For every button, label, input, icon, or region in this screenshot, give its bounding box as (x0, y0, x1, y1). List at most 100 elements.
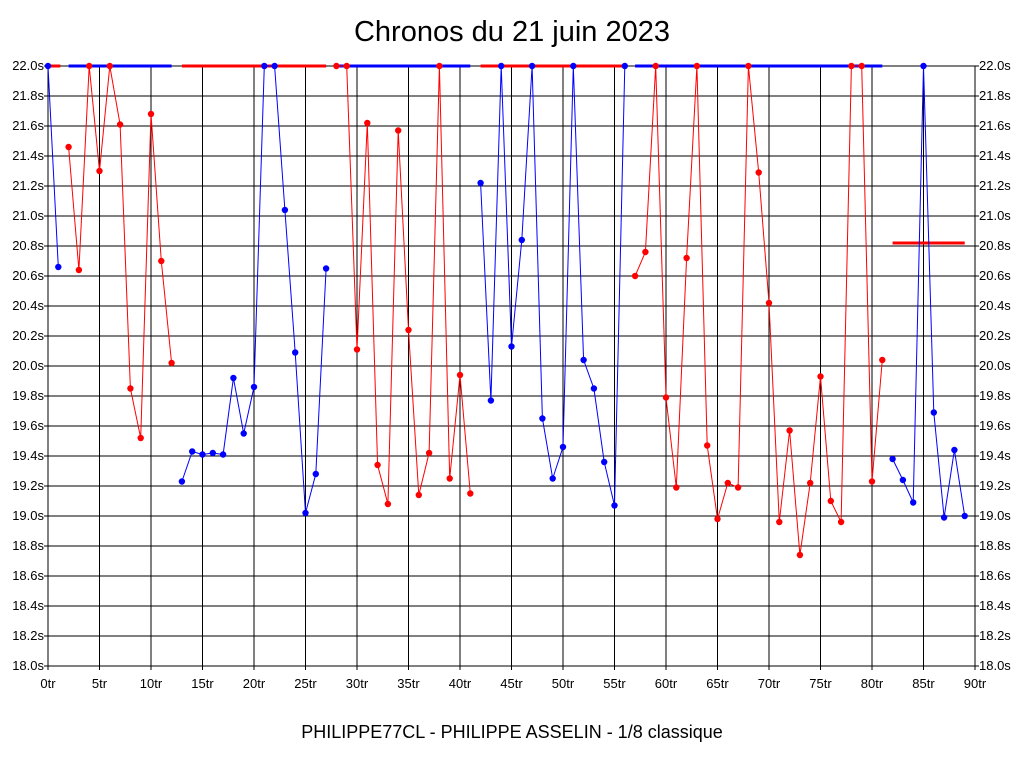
data-point (868, 478, 876, 485)
data-point (250, 383, 258, 391)
y-tick-label-left: 20.8s (12, 238, 44, 253)
data-point (158, 257, 165, 265)
y-tick-label-right: 18.0s (979, 658, 1011, 673)
data-point (611, 502, 618, 509)
data-point (796, 551, 804, 559)
data-point (415, 491, 422, 499)
data-point (724, 479, 731, 487)
data-point (827, 497, 834, 505)
data-point (487, 397, 495, 404)
data-point (240, 430, 247, 437)
chart-title: Chronos du 21 juin 2023 (353, 16, 670, 48)
grid-layer (44, 65, 979, 670)
y-tick-label-left: 20.4s (12, 298, 44, 313)
series-line (892, 65, 966, 518)
data-point (961, 512, 968, 520)
x-tick-label: 30tr (346, 676, 369, 691)
x-tick-label: 20tr (243, 676, 266, 691)
x-tick-label: 15tr (191, 676, 214, 691)
data-point (456, 371, 464, 379)
y-tick-label-left: 19.8s (12, 388, 44, 403)
y-tick-label-left: 21.0s (12, 208, 44, 223)
y-tick-label-left: 21.4s (12, 148, 44, 163)
series-line (480, 65, 626, 506)
data-point (621, 62, 628, 70)
data-point (559, 443, 567, 451)
y-tick-label-left: 19.6s (12, 418, 44, 433)
y-tick-label-right: 19.0s (979, 508, 1011, 523)
data-point (219, 451, 227, 458)
data-point (178, 478, 186, 485)
data-point (693, 62, 701, 70)
series-line (47, 65, 59, 268)
x-tick-label: 65tr (706, 676, 729, 691)
y-tick-label-left: 19.0s (12, 508, 44, 523)
y-tick-label-left: 21.2s (12, 178, 44, 193)
chart-subtitle: PHILIPPE77CL - PHILIPPE ASSELIN - 1/8 cl… (301, 722, 723, 742)
data-point (528, 62, 536, 70)
y-tick-label-left: 21.6s (12, 118, 44, 133)
data-point (590, 385, 598, 392)
data-point (631, 272, 639, 280)
data-point (879, 356, 886, 364)
data-point (467, 490, 474, 497)
data-point (86, 62, 93, 70)
data-point (446, 475, 453, 482)
y-tick-label-left: 19.2s (12, 478, 44, 493)
series-line (634, 65, 883, 556)
data-point (765, 299, 773, 307)
data-point (322, 265, 330, 272)
y-tick-label-left: 20.6s (12, 268, 44, 283)
data-point (848, 62, 855, 70)
data-point (899, 476, 907, 484)
y-tick-label-left: 19.4s (12, 448, 44, 463)
x-tick-label: 45tr (500, 676, 523, 691)
data-point (116, 121, 124, 128)
data-point (395, 127, 402, 134)
data-point (477, 179, 484, 187)
y-tick-label-left: 18.2s (12, 628, 44, 643)
x-tick-label: 80tr (861, 676, 884, 691)
x-tick-label: 85tr (912, 676, 935, 691)
x-tick-label: 55tr (603, 676, 626, 691)
data-point (734, 484, 742, 491)
data-point (858, 62, 865, 70)
x-tick-label: 5tr (92, 676, 108, 691)
y-tick-label-right: 18.4s (979, 598, 1011, 613)
data-point (292, 349, 299, 356)
data-point (405, 326, 412, 334)
data-point (230, 374, 237, 382)
data-point (786, 427, 793, 434)
y-tick-label-left: 18.6s (12, 568, 44, 583)
data-point (374, 461, 381, 469)
y-tick-label-left: 20.2s (12, 328, 44, 343)
y-tick-label-right: 22.0s (979, 58, 1011, 73)
data-point (168, 359, 175, 367)
y-tick-label-left: 22.0s (12, 58, 44, 73)
data-point (539, 415, 546, 422)
data-point (127, 385, 134, 392)
data-point (930, 409, 937, 416)
data-point (549, 475, 556, 482)
y-tick-label-right: 20.8s (979, 238, 1011, 253)
data-point (662, 394, 670, 401)
data-point (343, 62, 350, 70)
data-point (189, 448, 196, 455)
data-point (384, 500, 392, 508)
y-tick-label-left: 21.8s (12, 88, 44, 103)
x-tick-label: 0tr (40, 676, 56, 691)
data-point (755, 169, 762, 176)
y-tick-label-right: 20.6s (979, 268, 1011, 283)
y-tick-label-left: 18.4s (12, 598, 44, 613)
data-point (302, 509, 309, 517)
y-tick-label-right: 18.2s (979, 628, 1011, 643)
y-tick-label-left: 20.0s (12, 358, 44, 373)
data-point (601, 458, 608, 466)
x-tick-label: 70tr (758, 676, 781, 691)
y-tick-label-right: 20.0s (979, 358, 1011, 373)
data-point (281, 206, 289, 214)
data-point (364, 119, 371, 127)
x-tick-label: 40tr (449, 676, 472, 691)
x-tick-label: 75tr (809, 676, 832, 691)
y-tick-label-right: 18.6s (979, 568, 1011, 583)
